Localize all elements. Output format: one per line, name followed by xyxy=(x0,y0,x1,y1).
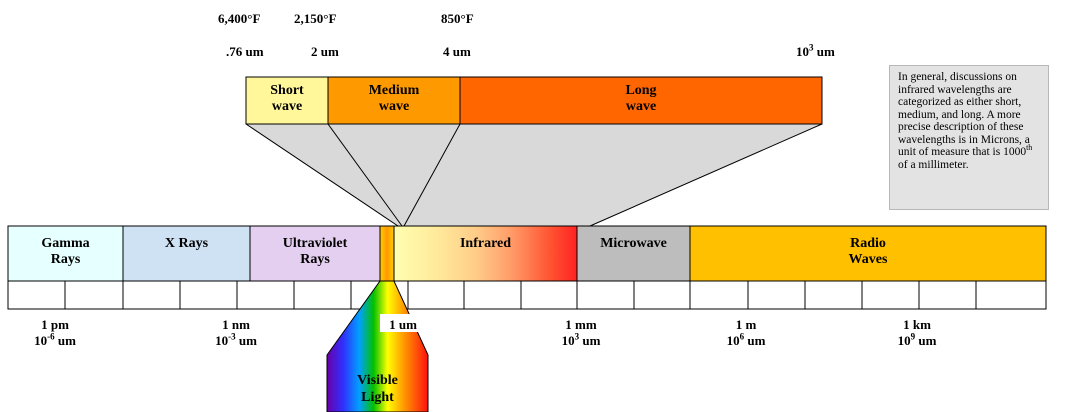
visible-segment xyxy=(379,225,395,282)
xrays-segment xyxy=(122,225,251,282)
visible-light-label: Visible Light xyxy=(357,373,398,405)
scale-km: 1 km 109 um xyxy=(897,317,937,348)
xrays-label: X Rays xyxy=(164,236,209,251)
scale-nm: 1 nm 10-3 um xyxy=(215,317,257,348)
scale-ruler xyxy=(7,280,1047,310)
temp-6400: 6,400°F xyxy=(218,11,261,26)
scale-um: 1 um xyxy=(389,317,417,332)
wavelength-076: .76 um xyxy=(226,44,264,59)
funnel-line-medium-left xyxy=(327,123,403,227)
radio-segment xyxy=(689,225,1047,282)
funnel-edge-left xyxy=(245,123,399,227)
infrared-segment xyxy=(393,225,578,282)
medium-wave-label: Medium wave xyxy=(368,83,420,114)
wavelength-2: 2 um xyxy=(311,44,339,59)
wavelength-4: 4 um xyxy=(443,44,471,59)
funnel-edge-right xyxy=(589,123,823,227)
info-note: In general, discussions on infrared wave… xyxy=(889,65,1049,210)
long-wave-label: Long wave xyxy=(625,83,657,114)
funnel-shape xyxy=(246,124,822,226)
short-wave-box xyxy=(245,76,329,125)
microwave-label: Microwave xyxy=(600,236,667,251)
scale-mm: 1 mm 103 um xyxy=(561,317,601,348)
gamma-label: Gamma Rays xyxy=(41,236,90,267)
funnel-line-medium-right xyxy=(403,123,461,227)
wavelength-1000: 103 um xyxy=(796,42,835,59)
infrared-label: Infrared xyxy=(459,236,512,251)
microwave-segment xyxy=(576,225,691,282)
radio-label: Radio Waves xyxy=(848,236,888,267)
temp-2150: 2,150°F xyxy=(294,11,337,26)
scale-pm: 1 pm 10-6 um xyxy=(34,317,76,348)
visible-light-prism xyxy=(326,280,429,412)
temp-850: 850°F xyxy=(441,11,474,26)
uv-label: Ultraviolet Rays xyxy=(282,236,348,267)
long-wave-box xyxy=(459,76,823,125)
short-wave-label: Short wave xyxy=(270,83,304,114)
medium-wave-box xyxy=(327,76,461,125)
scale-m: 1 m 106 um xyxy=(726,317,766,348)
um-label-patch xyxy=(380,314,426,332)
